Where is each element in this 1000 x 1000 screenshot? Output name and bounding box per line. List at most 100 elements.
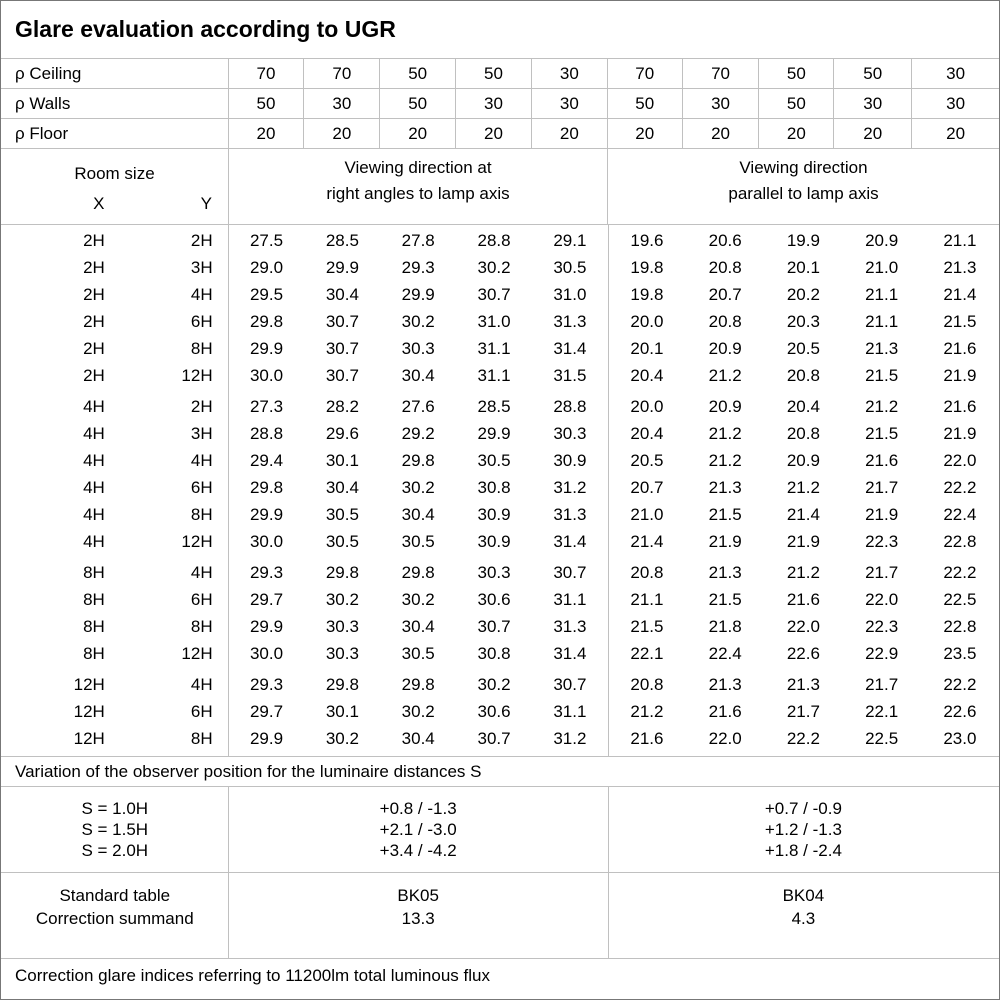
ugr-value-parallel: 22.4 <box>708 644 742 663</box>
reflectance-value: 50 <box>229 89 305 118</box>
ugr-value-right-angles: 27.3 <box>249 397 284 416</box>
room-size-y: 4H <box>190 563 213 582</box>
s-label: S = 1.0H <box>81 799 149 818</box>
reflectance-value: 50 <box>759 59 835 88</box>
reflectance-value: 30 <box>532 59 608 88</box>
s-labels-column: S = 1.0H S = 1.5H S = 2.0H <box>1 798 229 872</box>
ugr-value-right-angles: 30.4 <box>401 729 435 748</box>
vertical-divider-labels <box>228 225 229 756</box>
room-size-x: 4H <box>83 505 105 524</box>
ugr-value-right-angles: 30.2 <box>477 258 511 277</box>
room-size-y: 8H <box>190 505 213 524</box>
reflectance-label: ρ Floor <box>1 119 229 148</box>
ugr-value-right-angles: 31.0 <box>553 285 587 304</box>
reflectance-value: 50 <box>380 89 457 118</box>
ugr-table-body: 2H 2H 27.5 28.5 27.8 28.8 29.1 19.6 20.6 19.9 20.9… <box>1 225 999 757</box>
ugr-value-right-angles: 29.9 <box>249 729 284 748</box>
ugr-value-right-angles: 31.1 <box>477 366 511 385</box>
room-size-y: 4H <box>190 451 213 470</box>
ugr-value-right-angles: 31.3 <box>553 312 587 331</box>
ugr-value-right-angles: 27.5 <box>249 231 284 250</box>
ugr-value-parallel: 19.8 <box>630 285 664 304</box>
ugr-value-right-angles: 31.3 <box>553 505 587 524</box>
ugr-value-right-angles: 31.2 <box>553 729 587 748</box>
ugr-value-parallel: 21.4 <box>943 285 977 304</box>
ugr-value-right-angles: 30.4 <box>401 617 435 636</box>
ugr-row: 2H 12H 30.0 30.7 30.4 31.1 31.5 20.4 21.2 20.8 21.… <box>1 362 999 389</box>
ugr-value-parallel: 21.6 <box>865 451 899 470</box>
reflectance-row: ρ Ceiling 70 70 50 50 30 70 70 50 50 30 <box>1 59 999 89</box>
ugr-value-right-angles: 30.5 <box>401 644 435 663</box>
variation-note: Variation of the observer position for t… <box>1 757 999 787</box>
ugr-value-right-angles: 30.7 <box>325 312 359 331</box>
ugr-value-parallel: 21.1 <box>630 590 664 609</box>
summary-labels-column: Standard table Correction summand <box>1 884 229 958</box>
group-header-parallel-line2: parallel to lamp axis <box>728 184 879 203</box>
ugr-block: 2H 2H 27.5 28.5 27.8 28.8 29.1 19.6 20.6 19.9 20.9… <box>1 227 999 389</box>
vertical-divider-groups <box>608 873 609 958</box>
ugr-value-parallel: 21.6 <box>708 702 742 721</box>
ugr-value-parallel: 21.3 <box>943 258 977 277</box>
reflectance-value: 20 <box>759 119 835 148</box>
ugr-value-parallel: 20.6 <box>708 231 742 250</box>
ugr-value-parallel: 22.0 <box>865 590 899 609</box>
room-size-x: 4H <box>83 397 105 416</box>
reflectance-value: 50 <box>456 59 532 88</box>
ugr-value-parallel: 21.0 <box>630 505 664 524</box>
y-column-header: Y <box>200 194 212 213</box>
ugr-value-parallel: 22.0 <box>943 451 977 470</box>
reflectance-value: 50 <box>380 59 457 88</box>
ugr-value-right-angles: 30.7 <box>553 675 587 694</box>
group-header-right-angles-line1: Viewing direction at <box>344 158 492 177</box>
ugr-value-parallel: 21.5 <box>708 590 742 609</box>
summary-right-angles-column: BK05 13.3 <box>229 884 608 958</box>
ugr-value-parallel: 21.9 <box>865 505 899 524</box>
ugr-value-right-angles: 30.8 <box>477 478 511 497</box>
ugr-value-parallel: 21.4 <box>630 532 664 551</box>
group-header-right-angles: Viewing direction at right angles to lam… <box>229 149 609 224</box>
room-size-y: 2H <box>190 397 213 416</box>
room-size-y: 12H <box>181 366 213 385</box>
ugr-value-right-angles: 29.9 <box>249 505 284 524</box>
vertical-divider-groups <box>608 225 609 756</box>
reflectance-value: 70 <box>304 59 381 88</box>
correction-summand-value: 13.3 <box>401 909 435 928</box>
ugr-value-right-angles: 30.7 <box>477 729 511 748</box>
ugr-value-parallel: 21.1 <box>865 285 899 304</box>
ugr-value-right-angles: 29.8 <box>401 563 435 582</box>
reflectance-value: 20 <box>608 119 683 148</box>
ugr-value-right-angles: 31.1 <box>477 339 511 358</box>
ugr-value-parallel: 21.5 <box>865 424 899 443</box>
ugr-block: 12H 4H 29.3 29.8 29.8 30.2 30.7 20.8 21.3 21.3 21.… <box>1 671 999 752</box>
ugr-value-parallel: 20.7 <box>630 478 664 497</box>
ugr-value-parallel: 21.0 <box>865 258 899 277</box>
ugr-value-right-angles: 30.5 <box>325 505 359 524</box>
ugr-value-parallel: 21.2 <box>786 563 820 582</box>
room-size-y: 3H <box>190 424 213 443</box>
reflectance-value: 30 <box>834 89 913 118</box>
reflectance-value: 20 <box>456 119 532 148</box>
ugr-value-parallel: 22.2 <box>943 478 977 497</box>
ugr-value-parallel: 21.2 <box>708 366 742 385</box>
ugr-value-right-angles: 31.1 <box>553 590 587 609</box>
reflectance-value: 20 <box>304 119 381 148</box>
ugr-value-right-angles: 30.2 <box>401 312 435 331</box>
ugr-row: 12H 6H 29.7 30.1 30.2 30.6 31.1 21.2 21.6 21.7 22.… <box>1 698 999 725</box>
ugr-value-parallel: 22.4 <box>943 505 977 524</box>
s-value: +0.8 / -1.3 <box>379 799 457 818</box>
ugr-value-right-angles: 30.2 <box>401 478 435 497</box>
room-size-x: 8H <box>83 644 105 663</box>
s-values-right-angles: +0.8 / -1.3 +2.1 / -3.0 +3.4 / -4.2 <box>229 798 608 872</box>
ugr-value-parallel: 21.5 <box>865 366 899 385</box>
ugr-value-parallel: 20.8 <box>786 424 820 443</box>
reflectance-value: 30 <box>946 94 966 113</box>
ugr-value-parallel: 21.7 <box>865 675 899 694</box>
ugr-value-right-angles: 30.5 <box>477 451 511 470</box>
summary-section: Standard table Correction summand BK05 1… <box>1 873 999 959</box>
room-size-x: 2H <box>83 366 105 385</box>
ugr-value-right-angles: 29.9 <box>249 617 284 636</box>
ugr-value-right-angles: 30.7 <box>325 339 359 358</box>
s-value: +1.8 / -2.4 <box>764 841 842 860</box>
ugr-value-parallel: 21.7 <box>865 563 899 582</box>
ugr-value-parallel: 20.9 <box>708 397 742 416</box>
